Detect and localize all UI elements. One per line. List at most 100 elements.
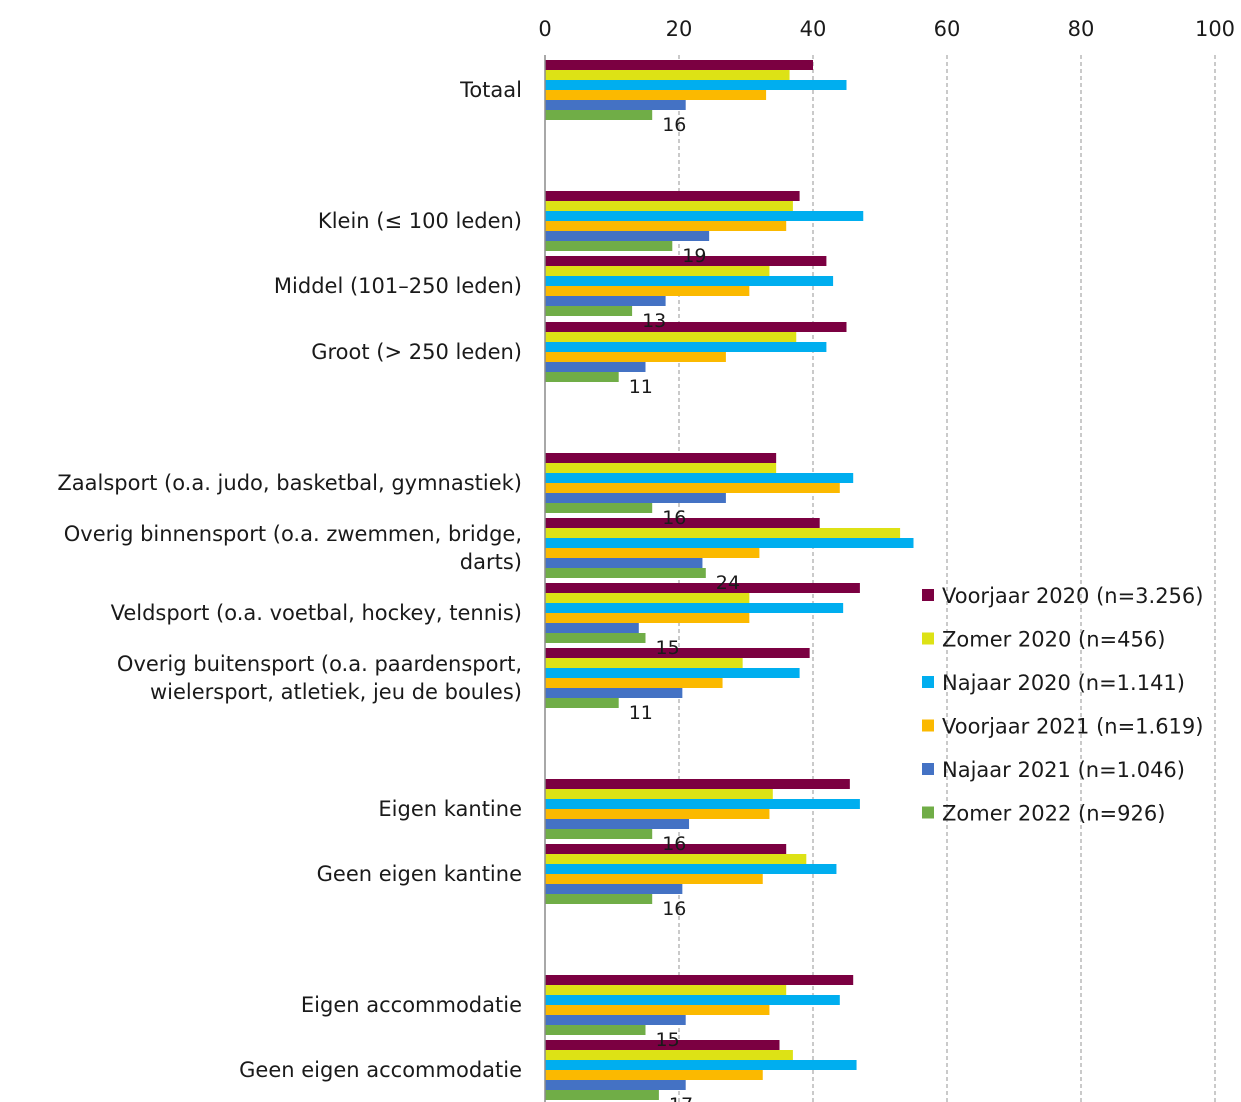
bar xyxy=(545,342,827,352)
bar xyxy=(545,829,653,839)
bar xyxy=(545,221,787,231)
x-tick-label: 60 xyxy=(934,17,961,41)
data-label: 11 xyxy=(629,376,653,398)
x-tick-label: 40 xyxy=(800,17,827,41)
category-label: Totaal xyxy=(459,78,522,102)
data-label: 16 xyxy=(662,898,686,920)
bar xyxy=(545,864,837,874)
category-labels: Totaal Klein (≤ 100 leden) Middel (101–250… xyxy=(57,78,522,1082)
legend-label: Voorjaar 2020 (n=3.256) xyxy=(942,584,1203,608)
bar xyxy=(545,211,864,221)
bar xyxy=(545,322,847,332)
legend-label: Voorjaar 2021 (n=1.619) xyxy=(942,715,1203,739)
bar xyxy=(545,1060,857,1070)
category-label: Middel (101–250 leden) xyxy=(274,274,522,298)
bar xyxy=(545,100,686,110)
bar xyxy=(545,623,639,633)
bar xyxy=(545,528,901,538)
bar xyxy=(545,1080,686,1090)
bar xyxy=(545,518,820,528)
bar xyxy=(545,80,847,90)
bar xyxy=(545,231,710,241)
data-label: 16 xyxy=(662,833,686,855)
bar xyxy=(545,256,827,266)
data-label: 16 xyxy=(662,507,686,529)
bar xyxy=(545,1005,770,1015)
bar xyxy=(545,296,666,306)
bar xyxy=(545,503,653,513)
category-label: wielersport, atletiek, jeu de boules) xyxy=(150,680,522,704)
bar xyxy=(545,453,777,463)
bar xyxy=(545,648,810,658)
bar xyxy=(545,286,750,296)
category-label: Eigen kantine xyxy=(378,797,522,821)
bar xyxy=(545,1070,763,1080)
bar xyxy=(545,995,840,1005)
category-label: Geen eigen kantine xyxy=(317,862,522,886)
bar xyxy=(545,688,683,698)
legend-swatch xyxy=(922,632,934,645)
bar xyxy=(545,110,653,120)
data-label: 13 xyxy=(642,310,666,332)
bar xyxy=(545,1025,646,1035)
category-label: darts) xyxy=(460,550,522,574)
legend-label: Zomer 2022 (n=926) xyxy=(942,802,1165,826)
bar xyxy=(545,241,673,251)
bar xyxy=(545,332,797,342)
bar xyxy=(545,1090,659,1100)
bar xyxy=(545,201,793,211)
bar xyxy=(545,789,773,799)
bar xyxy=(545,613,750,623)
bar xyxy=(545,372,619,382)
data-label: 24 xyxy=(716,572,740,594)
category-label: Eigen accommodatie xyxy=(301,993,522,1017)
category-label: Overig buitensport (o.a. paardensport, xyxy=(117,652,522,676)
bar xyxy=(545,1015,686,1025)
bar xyxy=(545,779,850,789)
category-label: Zaalsport (o.a. judo, basketbal, gymnast… xyxy=(57,471,522,495)
bar xyxy=(545,473,854,483)
bar xyxy=(545,809,770,819)
data-label: 17 xyxy=(669,1094,693,1102)
legend-label: Najaar 2020 (n=1.141) xyxy=(942,671,1185,695)
legend-label: Najaar 2021 (n=1.046) xyxy=(942,758,1185,782)
bar xyxy=(545,352,726,362)
bar xyxy=(545,884,683,894)
bar xyxy=(545,874,763,884)
bar xyxy=(545,975,854,985)
bar xyxy=(545,985,787,995)
bar xyxy=(545,819,690,829)
legend-swatch xyxy=(922,589,934,601)
bar xyxy=(545,362,646,372)
data-labels: 16 19 13 11 16 24 15 11 16 16 15 17 xyxy=(629,114,740,1102)
data-label: 19 xyxy=(682,245,706,267)
category-label: Geen eigen accommodatie xyxy=(239,1058,522,1082)
bar xyxy=(545,593,750,603)
bar xyxy=(545,568,706,578)
legend: Voorjaar 2020 (n=3.256) Zomer 2020 (n=456… xyxy=(922,584,1203,826)
x-tick-label: 20 xyxy=(666,17,693,41)
bar xyxy=(545,191,800,201)
bar xyxy=(545,463,777,473)
bar xyxy=(545,90,767,100)
bar xyxy=(545,894,653,904)
bars xyxy=(545,60,914,1100)
data-label: 15 xyxy=(656,1029,680,1051)
category-label: Veldsport (o.a. voetbal, hockey, tennis) xyxy=(111,601,522,625)
bar xyxy=(545,306,633,316)
bar xyxy=(545,483,840,493)
bar xyxy=(545,583,860,593)
bar xyxy=(545,60,813,70)
category-label: Overig binnensport (o.a. zwemmen, bridge… xyxy=(64,522,522,546)
bar xyxy=(545,799,860,809)
bar xyxy=(545,633,646,643)
bar xyxy=(545,493,726,503)
bar xyxy=(545,603,844,613)
bar xyxy=(545,658,743,668)
category-label: Klein (≤ 100 leden) xyxy=(318,209,522,233)
bar xyxy=(545,266,770,276)
x-tick-label: 0 xyxy=(538,17,551,41)
bar xyxy=(545,668,800,678)
bar xyxy=(545,1050,793,1060)
